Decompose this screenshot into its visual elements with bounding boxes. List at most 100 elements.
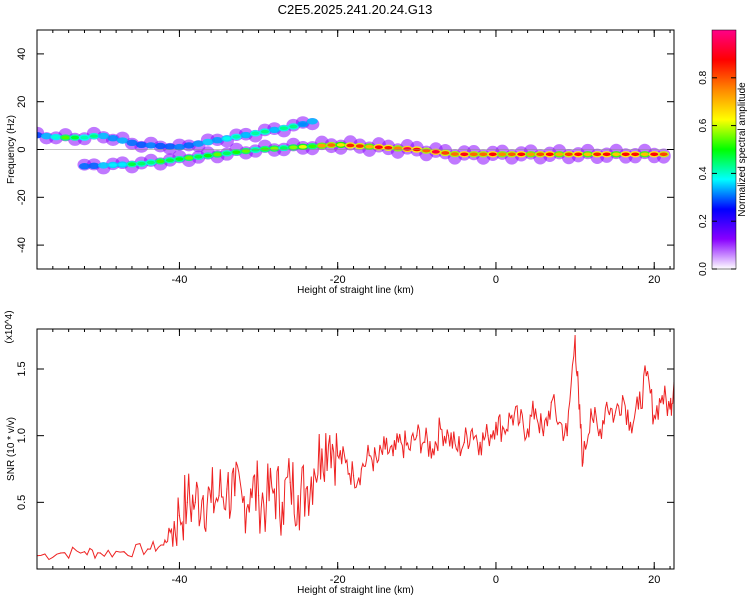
spectrogram-cell bbox=[88, 162, 100, 170]
snr-point bbox=[550, 401, 552, 403]
snr-ytick-label: 0.5 bbox=[16, 495, 28, 510]
spectrogram-peak bbox=[403, 147, 412, 151]
snr-plot-area bbox=[37, 335, 674, 561]
spectrogram-peak bbox=[137, 161, 146, 166]
spectrogram-peak bbox=[650, 152, 659, 157]
snr-point bbox=[495, 421, 497, 423]
spectrogram-cell bbox=[183, 142, 195, 149]
snr-point bbox=[598, 435, 600, 437]
spectrogram-peak bbox=[640, 152, 649, 157]
spectrogram-peak bbox=[203, 153, 212, 158]
spectrogram-peak bbox=[70, 135, 79, 140]
snr-point bbox=[242, 501, 244, 503]
spectrogram-peak bbox=[232, 150, 241, 154]
snr-point bbox=[511, 415, 513, 417]
spectrogram-peak bbox=[469, 152, 478, 157]
spectrogram-peak bbox=[355, 144, 364, 148]
snr-point bbox=[416, 435, 418, 437]
colorbar: 0.0 0.2 0.4 0.6 0.8 Normalized spectral ampli… bbox=[698, 29, 748, 276]
spectrogram-peak bbox=[526, 152, 535, 157]
snr-point bbox=[337, 455, 339, 457]
snr-point bbox=[202, 495, 204, 497]
spectrogram-peak bbox=[279, 126, 288, 130]
snr-point bbox=[574, 335, 576, 337]
spectrogram-ytick-label: -20 bbox=[16, 189, 28, 205]
snr-panel: -40 -20 0 20 0.5 1.0 1.5 Height of straight lin… bbox=[4, 310, 675, 596]
spectrogram-panel: -40 -20 0 20 -40 -20 0 20 40 Height of straight l… bbox=[6, 29, 675, 296]
spectrogram-peak bbox=[260, 129, 269, 134]
snr-point bbox=[424, 441, 426, 443]
snr-xtick-label: 20 bbox=[648, 574, 660, 586]
colorbar-label: Normalized spectral amplitude bbox=[737, 82, 748, 217]
snr-point bbox=[250, 488, 252, 490]
snr-point bbox=[519, 421, 521, 423]
spectrogram-xlabel: Height of straight line (km) bbox=[297, 285, 414, 296]
snr-ytick-label: 1.0 bbox=[16, 428, 28, 443]
snr-point bbox=[273, 488, 275, 490]
spectrogram-cell bbox=[97, 162, 109, 169]
snr-point bbox=[226, 488, 228, 490]
spectrogram-peak bbox=[270, 128, 279, 132]
spectrogram-peak bbox=[251, 131, 260, 136]
snr-point bbox=[455, 448, 457, 450]
spectrogram-peak bbox=[279, 146, 288, 150]
spectrogram-cell bbox=[145, 142, 157, 149]
spectrogram-peak bbox=[574, 152, 583, 157]
snr-point bbox=[503, 428, 505, 430]
snr-point bbox=[629, 421, 632, 423]
spectrogram-peak bbox=[450, 152, 459, 156]
snr-point bbox=[606, 401, 608, 403]
snr-point bbox=[83, 551, 86, 553]
snr-point bbox=[534, 408, 537, 410]
spectrogram-peak bbox=[289, 124, 298, 129]
snr-point bbox=[329, 435, 331, 437]
spectrogram-peak bbox=[460, 152, 469, 157]
spectrogram-cell bbox=[107, 135, 119, 142]
snr-point bbox=[352, 475, 355, 477]
spectrogram-cell bbox=[116, 137, 128, 144]
snr-point bbox=[621, 395, 624, 397]
spectrogram-xtick-label: 0 bbox=[493, 274, 499, 286]
spectrogram-peak bbox=[289, 145, 298, 150]
snr-xtick-label: -40 bbox=[171, 574, 187, 586]
snr-series-line bbox=[37, 335, 674, 561]
snr-point bbox=[99, 552, 101, 554]
snr-point bbox=[123, 551, 125, 553]
spectrogram-peak bbox=[365, 144, 374, 149]
snr-point bbox=[321, 448, 323, 450]
figure-title: C2E5.2025.241.20.24.G13 bbox=[278, 2, 433, 17]
spectrogram-peak bbox=[555, 152, 564, 157]
snr-point bbox=[297, 495, 299, 497]
snr-point bbox=[542, 435, 545, 437]
spectrogram-frame bbox=[36, 29, 675, 270]
spectrogram-peak bbox=[270, 146, 279, 151]
snr-point bbox=[669, 408, 671, 410]
spectrogram-peak bbox=[621, 152, 630, 157]
snr-point bbox=[265, 501, 268, 503]
spectrogram-peak bbox=[222, 136, 231, 141]
spectrogram-cell bbox=[126, 139, 138, 147]
spectrogram-peak bbox=[479, 152, 488, 157]
spectrogram-peak bbox=[184, 156, 193, 160]
spectrogram-cell bbox=[192, 140, 204, 147]
snr-point bbox=[313, 468, 315, 470]
snr-point bbox=[527, 428, 529, 430]
spectrogram-peak bbox=[384, 145, 393, 150]
snr-point bbox=[384, 448, 386, 450]
snr-point bbox=[432, 448, 434, 450]
snr-point bbox=[186, 501, 188, 503]
spectrogram-peak bbox=[431, 149, 440, 154]
spectrogram-cell bbox=[40, 132, 52, 140]
spectrogram-cell bbox=[78, 163, 90, 170]
spectrogram-peak bbox=[232, 134, 241, 139]
snr-point bbox=[614, 415, 616, 417]
spectrogram-peak bbox=[194, 154, 203, 159]
spectrogram-ytick-label: 20 bbox=[16, 96, 28, 108]
snr-xtick-label: 0 bbox=[493, 574, 499, 586]
spectrogram-cell bbox=[173, 143, 185, 151]
snr-point bbox=[376, 461, 378, 463]
spectrogram-peak bbox=[222, 151, 231, 156]
spectrogram-xtick-label: 20 bbox=[648, 274, 660, 286]
spectrogram-cell bbox=[202, 138, 214, 146]
